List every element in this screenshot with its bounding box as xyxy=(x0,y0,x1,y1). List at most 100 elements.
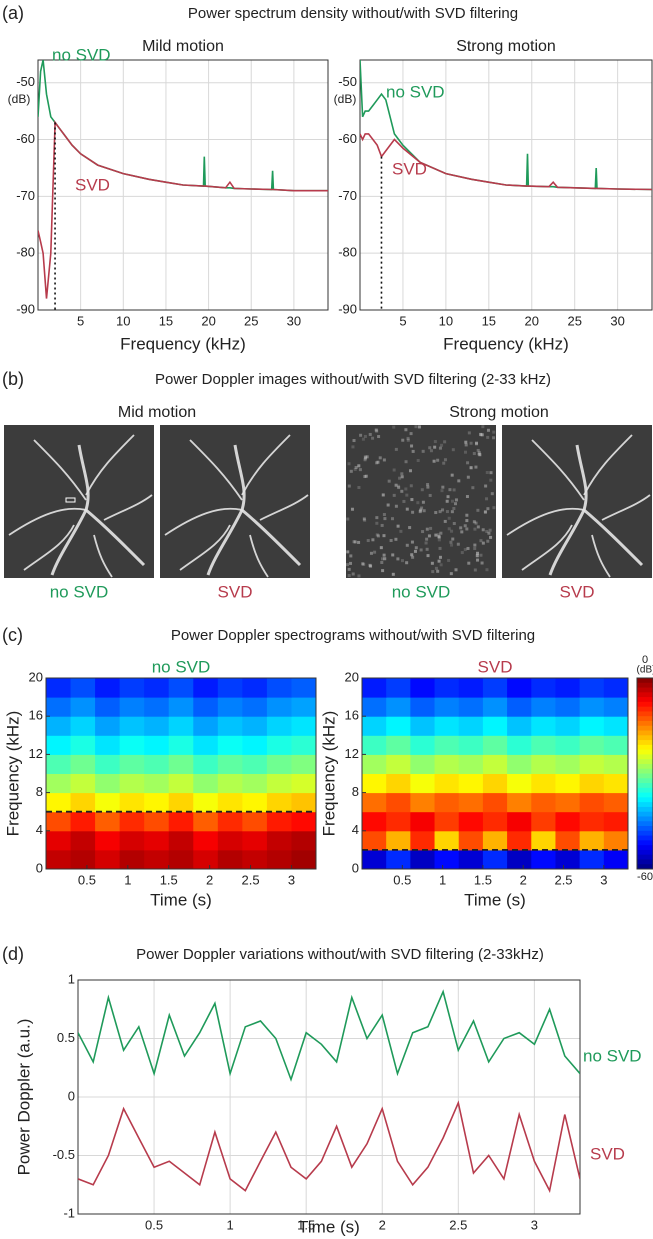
image-noise xyxy=(474,521,478,525)
image-noise xyxy=(357,574,361,578)
x-tick-label: 20 xyxy=(525,313,539,328)
heatmap-cell xyxy=(579,678,605,698)
image-noise xyxy=(425,547,429,551)
image-noise xyxy=(426,554,430,558)
heatmap-cell xyxy=(95,849,121,870)
image-noise xyxy=(481,541,485,545)
heatmap-cell xyxy=(362,697,387,717)
image-noise xyxy=(486,428,490,432)
colorbar-strip xyxy=(637,864,653,870)
heatmap-cell xyxy=(531,697,556,717)
image-noise xyxy=(486,539,490,543)
image-group-title: Strong motion xyxy=(449,404,549,421)
image-noise xyxy=(434,511,438,515)
heatmap-cell xyxy=(579,754,605,774)
image-noise xyxy=(419,508,423,512)
image-noise xyxy=(392,425,396,429)
image-noise xyxy=(401,438,405,442)
heatmap-cell xyxy=(555,754,581,774)
image-noise xyxy=(394,504,398,508)
colorbar-strip xyxy=(637,744,653,751)
heatmap-cell xyxy=(386,716,411,736)
heatmap-cell xyxy=(482,716,508,736)
image-caption: no SVD xyxy=(392,582,451,601)
heatmap-cell xyxy=(291,811,317,832)
image-noise xyxy=(441,485,445,489)
heatmap-cell xyxy=(603,716,629,736)
image-noise xyxy=(347,484,351,488)
chart-title: SVD xyxy=(478,657,513,676)
image-noise xyxy=(463,450,467,454)
heatmap-cell xyxy=(579,792,605,813)
heatmap-cell xyxy=(458,792,484,813)
image-noise xyxy=(433,445,437,449)
y-tick-label: -60 xyxy=(338,131,357,146)
image-noise xyxy=(349,469,353,473)
heatmap-cell xyxy=(193,811,219,832)
heatmap-cell xyxy=(144,849,170,870)
y-tick-label: 0 xyxy=(68,1088,75,1103)
colorbar-strip xyxy=(637,692,653,698)
heatmap-cell xyxy=(386,830,411,851)
panel-title: Power Doppler variations without/with SV… xyxy=(136,946,544,963)
x-tick-label: 0.5 xyxy=(78,872,96,887)
y-tick-label: 1 xyxy=(68,971,75,986)
y-tick-label: 16 xyxy=(29,708,43,723)
image-noise xyxy=(369,564,373,568)
image-noise xyxy=(400,475,404,479)
chart-subtitle: Mild motion xyxy=(142,38,224,55)
y-tick-label: 0 xyxy=(352,860,359,875)
heatmap-cell xyxy=(410,735,436,755)
heatmap-cell xyxy=(410,773,436,794)
image-noise xyxy=(490,492,494,496)
power-doppler-image xyxy=(346,425,496,578)
colorbar-strip xyxy=(637,830,653,837)
heatmap-cell xyxy=(193,754,219,774)
image-noise xyxy=(440,443,444,447)
colorbar-strip xyxy=(637,849,653,856)
heatmap-cell xyxy=(46,678,72,698)
heatmap-cell xyxy=(242,773,268,794)
image-noise xyxy=(474,465,478,469)
colorbar-strip xyxy=(637,740,653,746)
x-tick-label: 1.5 xyxy=(160,872,178,887)
image-noise xyxy=(472,452,476,456)
image-noise xyxy=(485,470,489,474)
heatmap-cell xyxy=(70,678,96,698)
image-noise xyxy=(457,479,461,483)
y-tick-label: -1 xyxy=(63,1205,75,1220)
heatmap-cell xyxy=(291,792,317,813)
heatmap-cell xyxy=(579,773,605,794)
image-noise xyxy=(410,498,414,502)
colorbar-strip xyxy=(637,706,653,712)
vessel xyxy=(591,534,611,578)
image-noise xyxy=(409,484,413,488)
heatmap-cell xyxy=(531,754,556,774)
heatmap-cell xyxy=(579,830,605,851)
y-tick-label: -50 xyxy=(16,74,35,89)
image-noise xyxy=(474,442,478,446)
heatmap-cell xyxy=(291,678,317,698)
heatmap-cell xyxy=(144,792,170,813)
image-noise xyxy=(452,522,456,526)
image-noise xyxy=(479,553,483,557)
heatmap-cell xyxy=(95,754,121,774)
image-noise xyxy=(443,519,447,523)
heatmap-cell xyxy=(386,735,411,755)
image-noise xyxy=(446,495,450,499)
series-line xyxy=(78,989,580,1082)
panel-label: (d) xyxy=(2,944,24,964)
heatmap-cell xyxy=(603,735,629,755)
heatmap-cell xyxy=(362,792,387,813)
image-noise xyxy=(353,540,357,544)
heatmap-cell xyxy=(507,678,532,698)
heatmap-cell xyxy=(531,735,556,755)
heatmap-cell xyxy=(434,811,460,832)
heatmap-cell xyxy=(46,754,72,774)
x-tick-label: 30 xyxy=(610,313,624,328)
heatmap-cell xyxy=(95,697,121,717)
image-noise xyxy=(443,440,447,444)
vessel xyxy=(164,507,243,536)
image-noise xyxy=(437,559,441,563)
heatmap-cell xyxy=(482,792,508,813)
